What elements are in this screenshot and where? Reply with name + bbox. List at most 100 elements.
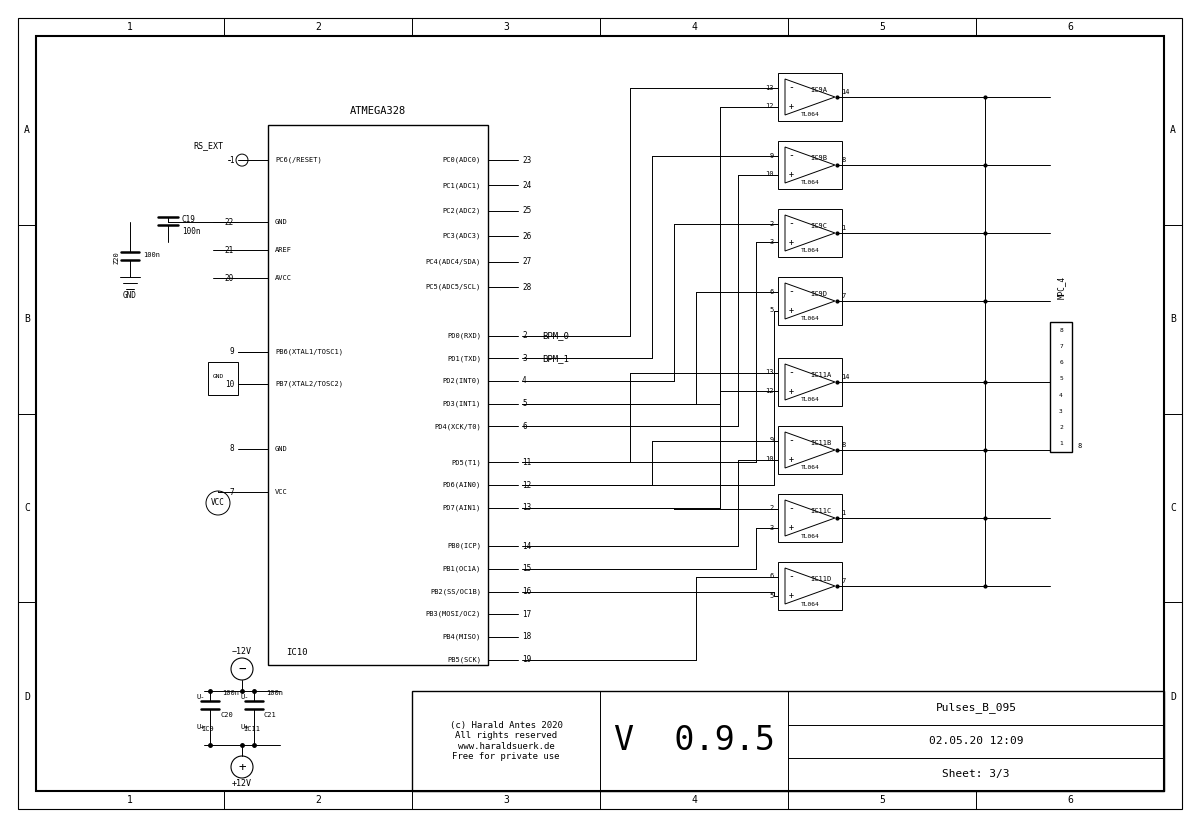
Text: 5: 5 [769,308,774,313]
Text: 12: 12 [522,480,532,490]
Text: +: + [788,523,793,532]
Text: C19: C19 [182,215,196,223]
Text: 6: 6 [769,573,774,580]
Text: GND: GND [275,219,288,225]
Text: 1: 1 [127,795,133,805]
Text: IC9: IC9 [202,726,215,732]
Text: VCC: VCC [275,490,288,495]
Text: V  0.9.5: V 0.9.5 [613,724,774,758]
Text: PB3(MOSI/OC2): PB3(MOSI/OC2) [426,611,481,618]
Text: 4: 4 [522,376,527,385]
Text: ATMEGA328: ATMEGA328 [350,106,406,116]
Text: PD7(AIN1): PD7(AIN1) [443,504,481,511]
Text: 02.05.20 12:09: 02.05.20 12:09 [929,736,1024,746]
Text: PB4(MISO): PB4(MISO) [443,633,481,640]
Text: A: A [1170,126,1176,136]
Text: 7: 7 [841,578,845,584]
Text: 2: 2 [769,505,774,512]
Text: 9: 9 [769,152,774,159]
Text: PB1(OC1A): PB1(OC1A) [443,566,481,572]
Text: IC11C: IC11C [810,508,832,514]
Text: IC9B: IC9B [810,155,827,161]
Text: MPC_4: MPC_4 [1056,275,1066,299]
Text: 100n: 100n [182,227,200,236]
Text: -: - [788,367,794,377]
Text: BPM_1: BPM_1 [542,354,569,363]
Bar [778,562,842,609]
Text: 26: 26 [522,232,532,241]
Text: 5: 5 [1060,376,1063,381]
Text: -: - [788,83,794,93]
Text: D: D [24,691,30,701]
Text: 2: 2 [522,331,527,340]
Text: U+: U+ [197,724,205,730]
Text: 7: 7 [229,488,234,497]
Text: 20: 20 [224,274,234,283]
Text: PC1(ADC1): PC1(ADC1) [443,182,481,189]
Text: Sheet: 3/3: Sheet: 3/3 [942,769,1009,779]
Text: PD5(T1): PD5(T1) [451,459,481,466]
Text: -: - [788,504,794,514]
Text: C: C [24,503,30,513]
Text: 1: 1 [841,510,845,516]
Text: 5: 5 [880,795,884,805]
Text: 3: 3 [769,240,774,246]
Text: 8: 8 [229,444,234,453]
Bar [778,277,842,325]
Text: 3: 3 [503,795,509,805]
Text: 100n: 100n [143,252,160,258]
Text: IC9A: IC9A [810,87,827,93]
Text: 4: 4 [691,795,697,805]
Text: AREF: AREF [275,247,292,253]
Text: -: - [788,151,794,160]
Text: 18: 18 [522,633,532,642]
Text: 11: 11 [522,458,532,467]
Text: 7: 7 [1060,344,1063,349]
Text: 13: 13 [522,504,532,513]
Text: 2: 2 [316,22,320,32]
Text: IC10: IC10 [286,648,307,657]
Text: 23: 23 [522,155,532,165]
Text: IC11A: IC11A [810,372,832,378]
Text: 15: 15 [522,564,532,573]
Text: −12V: −12V [232,648,252,657]
Text: 1: 1 [229,155,234,165]
Text: 3: 3 [1060,409,1063,414]
Bar [268,125,488,665]
Text: 3: 3 [522,354,527,363]
Text: PC5(ADC5/SCL): PC5(ADC5/SCL) [426,284,481,290]
Text: 12: 12 [766,103,774,109]
Text: 6: 6 [1060,360,1063,366]
Text: C21: C21 [264,712,277,718]
Text: 2: 2 [1060,425,1063,430]
Text: IC11: IC11 [244,726,260,732]
Text: Z20: Z20 [113,251,119,264]
Text: AVCC: AVCC [275,275,292,281]
Text: 4: 4 [691,22,697,32]
Text: GND: GND [212,375,223,380]
Text: +: + [788,591,793,600]
Text: TL064: TL064 [800,466,820,471]
Text: 28: 28 [522,283,532,291]
Text: 3: 3 [769,524,774,530]
Text: 8: 8 [1060,327,1063,332]
Text: PC6(/RESET): PC6(/RESET) [275,157,322,164]
Bar [778,74,842,121]
Text: 10: 10 [224,380,234,389]
Text: TL064: TL064 [800,601,820,606]
Text: A: A [24,126,30,136]
Bar [778,426,842,474]
Text: -: - [788,571,794,581]
Text: 27: 27 [522,257,532,266]
Text: 1: 1 [127,22,133,32]
Text: C: C [1170,503,1176,513]
Text: U-: U- [197,694,205,700]
Text: PD3(INT1): PD3(INT1) [443,400,481,407]
Bar [412,691,1164,791]
Text: PD1(TXD): PD1(TXD) [448,355,481,361]
Text: +12V: +12V [232,780,252,788]
Text: PD2(INT0): PD2(INT0) [443,378,481,385]
Text: D: D [1170,691,1176,701]
Text: 9: 9 [229,347,234,356]
Text: 8: 8 [841,157,845,163]
